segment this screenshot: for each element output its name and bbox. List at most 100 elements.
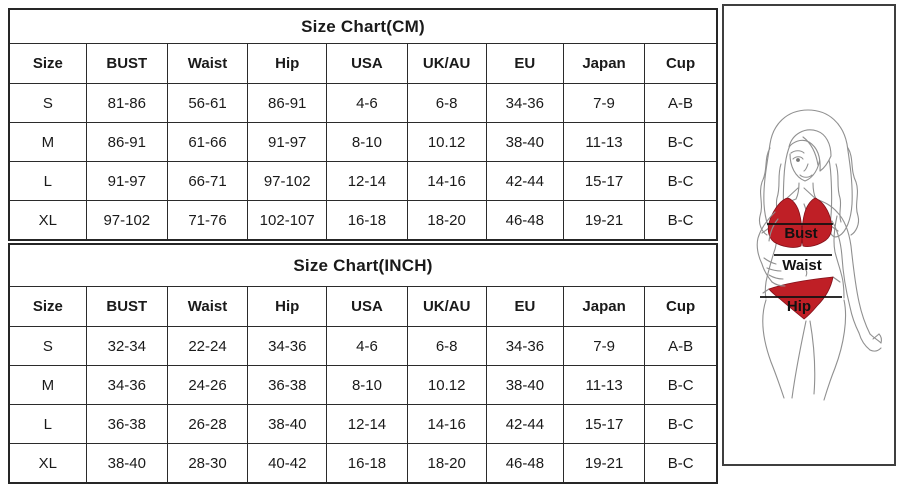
value-cell: B-C [644,443,718,484]
value-cell: 4-6 [326,326,408,366]
size-cell: S [8,83,87,123]
value-cell: 38-40 [485,122,564,162]
thumb-line [763,257,777,265]
value-cell: A-B [644,326,718,366]
value-cell: 42-44 [485,161,564,201]
finger-line [869,347,882,352]
value-cell: 7-9 [562,326,646,366]
size-cell: S [8,326,87,366]
value-cell: 34-36 [85,365,168,405]
value-cell: 81-86 [85,83,168,123]
size-cell: M [8,122,87,162]
value-cell: 38-40 [485,365,565,405]
eyebrow [790,150,805,154]
column-header: Waist [166,286,249,327]
size-cell: XL [8,200,87,241]
eye [792,156,804,160]
table-title: Size Chart(INCH) [8,243,718,287]
bust-label: Bust [784,225,817,242]
column-header: Size [8,43,87,84]
table-row: S 32-34 22-24 34-36 4-6 6-8 34-36 7-9 A-B [8,326,718,366]
header-row: Size BUST Waist Hip USA UK/AU EU Japan Cup [8,286,718,327]
table-row: L 36-38 26-28 38-40 12-14 14-16 42-44 15-17 B-C [8,404,718,444]
value-cell: 42-44 [485,404,565,444]
value-cell: B-C [644,365,718,405]
value-cell: 7-9 [562,83,646,123]
size-table-cm: Size Chart(CM) Size BUST Waist Hip USA UK/AU EU… [8,8,718,241]
value-cell: 91-97 [247,122,328,162]
value-cell: 38-40 [85,443,168,484]
bikini-strap [761,227,770,234]
value-cell: 19-21 [562,200,646,241]
hand-line [869,333,882,344]
value-cell: 34-36 [485,83,564,123]
value-cell: 10.12 [406,122,487,162]
table-title: Size Chart(CM) [8,8,718,44]
value-cell: 22-24 [166,326,249,366]
value-cell: 14-16 [406,404,487,444]
size-table-inch: Size Chart(INCH) Size BUST Waist Hip USA UK/AU… [8,243,718,484]
value-cell: 66-71 [166,161,249,201]
value-cell: A-B [644,83,718,123]
table-row: S 81-86 56-61 86-91 4-6 6-8 34-36 7-9 A-B [8,83,718,123]
value-cell: 97-102 [247,161,328,201]
column-header: Cup [644,286,718,327]
measurement-lines: Bust Waist Hip [760,223,842,315]
hair-curl [758,147,771,236]
finger-line [768,274,784,280]
column-header: Japan [562,43,646,84]
bikini-cup-left [767,197,803,248]
hair-bang [788,129,832,172]
value-cell: 71-76 [166,200,249,241]
value-cell: 8-10 [326,122,408,162]
table-row: XL 97-102 71-76 102-107 16-18 18-20 46-48 19-21… [8,200,718,241]
value-cell: 11-13 [562,365,646,405]
column-header: USA [326,43,408,84]
column-header: EU [485,286,565,327]
value-cell: B-C [644,200,718,241]
bikini-top [761,187,839,248]
value-cell: 61-66 [166,122,249,162]
value-cell: 46-48 [485,443,565,484]
value-cell: 34-36 [485,326,565,366]
size-cell: L [8,404,87,444]
bikini-brief [768,276,834,320]
leg-line [762,299,785,399]
table-row: M 34-36 24-26 36-38 8-10 10.12 38-40 11-13 B-C [8,365,718,405]
column-header: UK/AU [406,43,487,84]
bikini-bottom [762,276,841,320]
value-cell: 8-10 [326,365,408,405]
value-cell: 6-8 [406,83,487,123]
value-cell: 18-20 [406,200,487,241]
torso-side [833,215,845,299]
leg-line [791,320,807,399]
value-cell: 46-48 [485,200,564,241]
bikini-strap [762,288,770,294]
value-cell: 56-61 [166,83,249,123]
column-header: Japan [562,286,646,327]
bikini-strap [832,276,841,283]
column-header: Size [8,286,87,327]
waist-label: Waist [782,257,821,274]
value-cell: 97-102 [85,200,168,241]
value-cell: 16-18 [326,200,408,241]
value-cell: 26-28 [166,404,249,444]
hip-label: Hip [787,298,811,315]
value-cell: 4-6 [326,83,408,123]
value-cell: 102-107 [247,200,328,241]
hair-curl [847,147,860,236]
value-cell: 18-20 [406,443,487,484]
face [788,129,832,182]
value-cell: 15-17 [562,161,646,201]
pupil [796,158,800,162]
value-cell: 32-34 [85,326,168,366]
table-row: XL 38-40 28-30 40-42 16-18 18-20 46-48 19-21 B-C [8,443,718,484]
value-cell: 14-16 [406,161,487,201]
column-header: BUST [85,286,168,327]
value-cell: 38-40 [247,404,328,444]
navel [805,269,808,277]
chin-outline [789,153,821,182]
value-cell: 86-91 [247,83,328,123]
header-row: Size BUST Waist Hip USA UK/AU EU Japan Cup [8,43,718,84]
finger-line [766,267,782,272]
